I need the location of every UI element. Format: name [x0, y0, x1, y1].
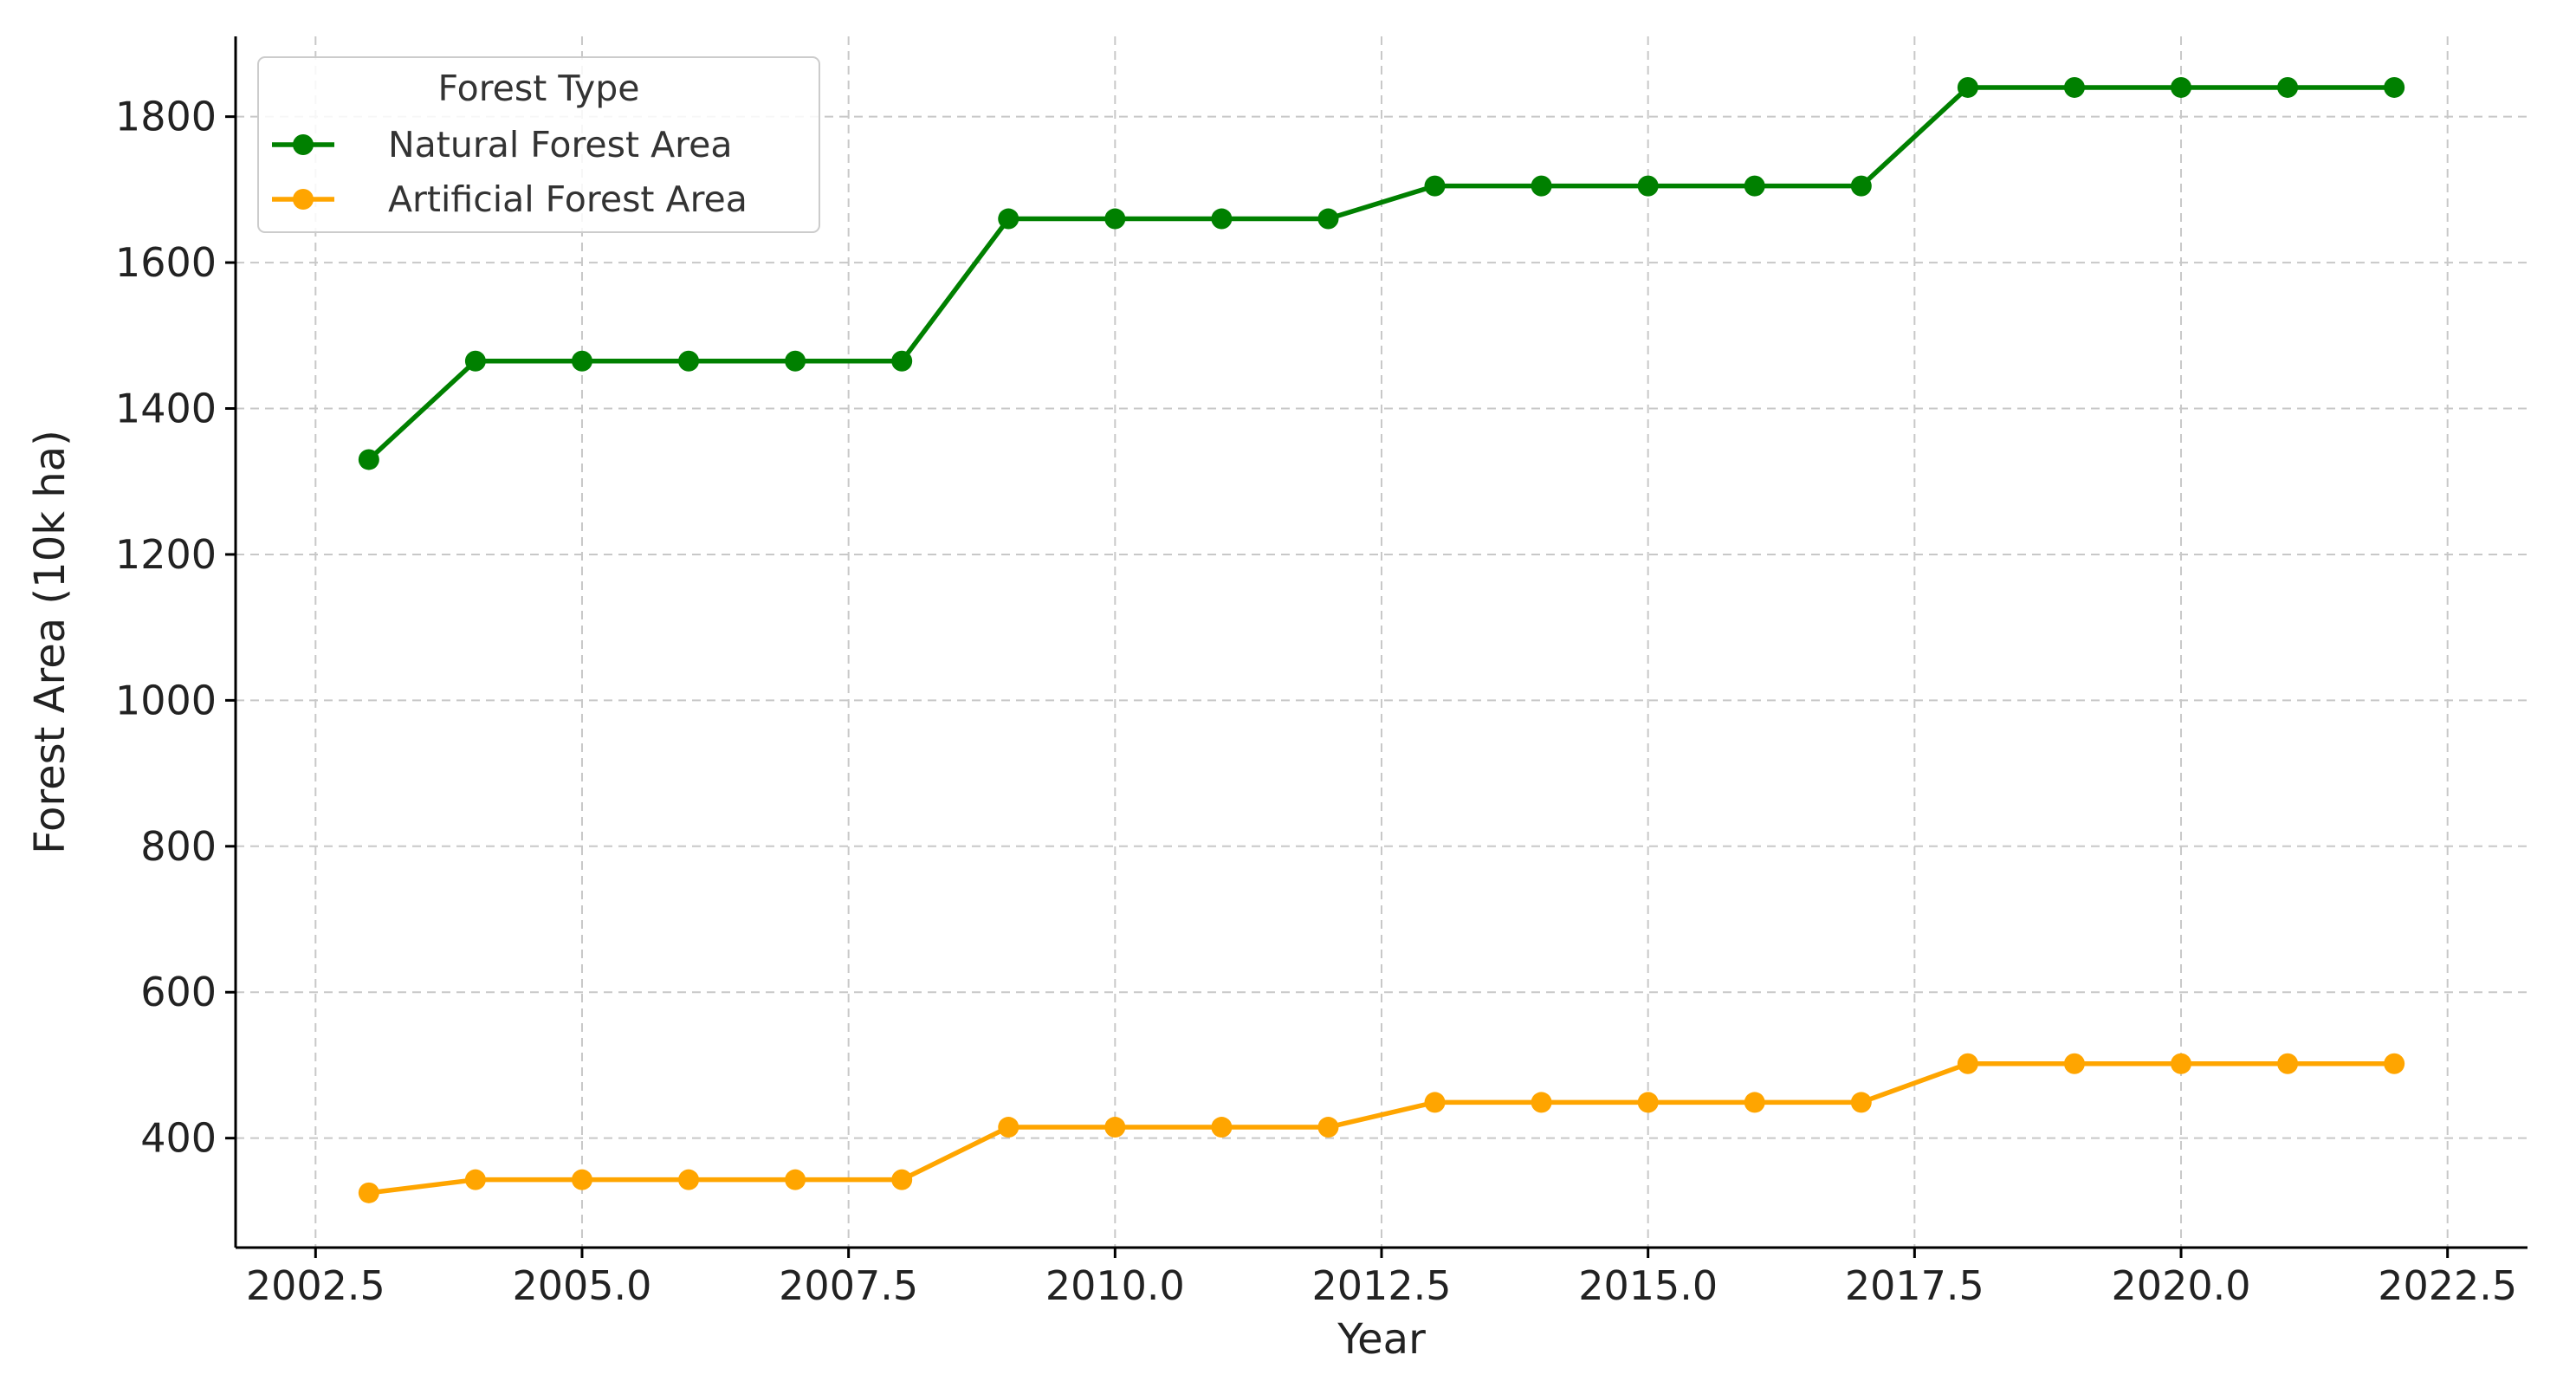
x-axis-label: Year: [1337, 1315, 1426, 1364]
legend: Forest Type Natural Forest Area Artificia…: [257, 56, 820, 233]
data-point: [2171, 1053, 2192, 1074]
y-tick-label: 1200: [115, 531, 217, 578]
y-tick-label: 1600: [115, 239, 217, 286]
data-point: [678, 1169, 700, 1190]
data-point: [464, 350, 486, 372]
data-point: [891, 1169, 913, 1190]
x-tick-label: 2005.0: [512, 1262, 651, 1309]
data-point: [1211, 1117, 1233, 1138]
y-tick-label: 1800: [115, 94, 217, 140]
y-tick-label: 600: [140, 969, 217, 1015]
series-line: [366, 85, 2395, 462]
data-point: [1104, 208, 1126, 230]
x-tick-label: 2017.5: [1845, 1262, 1984, 1309]
data-point: [1104, 1117, 1126, 1138]
series-natural-forest-area: [358, 76, 2405, 470]
data-point: [891, 350, 913, 372]
x-axis-ticks: 2002.5 2005.0 2007.5 2010.0 2012.5 2015.0 2017…: [246, 1248, 2517, 1309]
data-point: [1744, 1092, 1765, 1113]
data-point: [358, 1182, 379, 1203]
data-point: [1957, 76, 1978, 98]
data-point: [2277, 1053, 2299, 1074]
legend-label: Natural Forest Area: [388, 124, 732, 165]
data-point: [1317, 208, 1339, 230]
data-point: [998, 208, 1019, 230]
y-tick-label: 800: [140, 823, 217, 870]
x-tick-label: 2007.5: [779, 1262, 918, 1309]
data-point: [571, 350, 592, 372]
legend-items: Natural Forest Area Artificial Forest Are…: [272, 124, 748, 220]
x-tick-label: 2012.5: [1312, 1262, 1452, 1309]
y-axis-label: Forest Area (10k ha): [26, 430, 74, 854]
legend-item: Artificial Forest Area: [272, 178, 748, 220]
data-point: [678, 350, 700, 372]
data-point: [1637, 1092, 1659, 1113]
series-line: [368, 1061, 2395, 1196]
data-point: [2063, 76, 2085, 98]
data-point: [1850, 175, 1872, 197]
legend-label: Artificial Forest Area: [388, 178, 748, 220]
data-point: [464, 1169, 486, 1190]
data-point: [2063, 1053, 2085, 1074]
data-point: [1317, 1117, 1339, 1138]
y-tick-label: 1000: [115, 677, 217, 723]
x-tick-label: 2020.0: [2112, 1262, 2251, 1309]
legend-swatch-marker: [293, 134, 314, 155]
x-tick-label: 2022.5: [2378, 1262, 2517, 1309]
data-point: [358, 449, 379, 470]
y-tick-label: 400: [140, 1115, 217, 1162]
data-point: [1424, 1092, 1446, 1113]
data-point: [1850, 1092, 1872, 1113]
data-point: [1744, 175, 1765, 197]
x-tick-label: 2002.5: [246, 1262, 385, 1309]
grid-lines: [236, 36, 2527, 1248]
data-point: [785, 1169, 806, 1190]
legend-item: Natural Forest Area: [272, 124, 732, 165]
data-point: [1957, 1053, 1978, 1074]
x-tick-label: 2010.0: [1045, 1262, 1185, 1309]
data-point: [571, 1169, 592, 1190]
series-layer: [358, 76, 2405, 1203]
data-point: [998, 1117, 1019, 1138]
legend-swatch-marker: [293, 189, 314, 210]
data-point: [1531, 1092, 1552, 1113]
data-point: [1211, 208, 1233, 230]
data-point: [2277, 76, 2299, 98]
data-point: [2384, 76, 2405, 98]
series-artificial-forest-area: [358, 1053, 2405, 1203]
x-tick-label: 2015.0: [1578, 1262, 1718, 1309]
data-point: [1637, 175, 1659, 197]
data-point: [2384, 1053, 2405, 1074]
data-point: [785, 350, 806, 372]
data-point: [1531, 175, 1552, 197]
legend-title: Forest Type: [437, 68, 639, 109]
y-axis-ticks: 400 600 800 1000 1200 1400 1600 1800: [115, 94, 236, 1162]
y-tick-label: 1400: [115, 386, 217, 432]
legend-box: [257, 56, 820, 233]
data-point: [1424, 175, 1446, 197]
data-point: [2171, 76, 2192, 98]
